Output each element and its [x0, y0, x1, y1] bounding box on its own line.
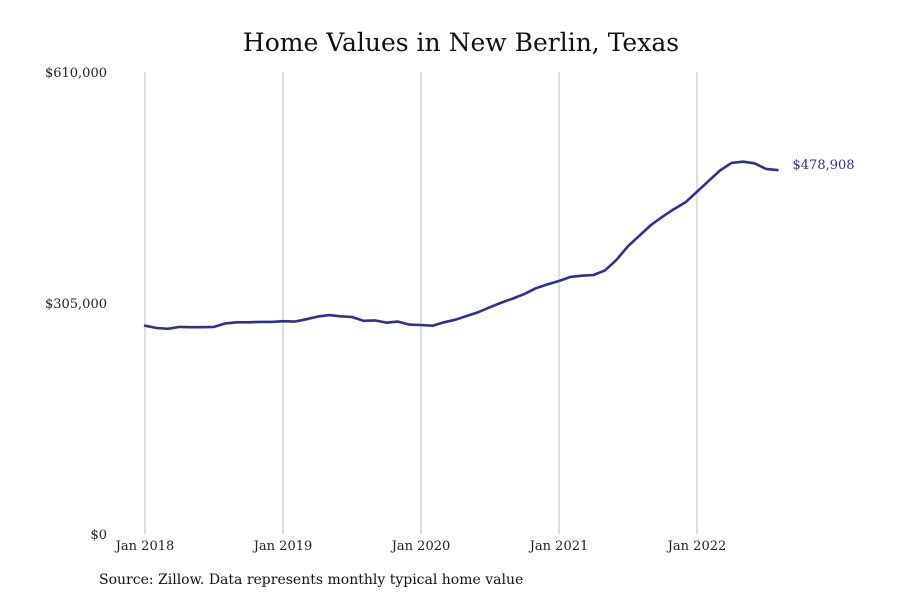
- x-tick-label: Jan 2021: [528, 539, 589, 554]
- y-axis-ticks: $0 $305,000 $610,000: [45, 66, 107, 543]
- x-tick-label: Jan 2020: [390, 539, 451, 554]
- series-layer: [143, 160, 779, 331]
- series-line: [143, 160, 779, 331]
- end-value-label: $478,908: [793, 158, 855, 173]
- end-label-layer: $478,908: [793, 158, 855, 173]
- x-tick-label: Jan 2022: [666, 539, 727, 554]
- chart-title: Home Values in New Berlin, Texas: [242, 28, 680, 57]
- source-note: Source: Zillow. Data represents monthly …: [99, 572, 524, 588]
- y-tick-label: $305,000: [45, 297, 107, 312]
- x-axis-ticks: Jan 2018 Jan 2019 Jan 2020 Jan 2021 Jan 2022: [114, 539, 727, 554]
- x-tick-label: Jan 2018: [114, 539, 175, 554]
- x-tick-label: Jan 2019: [252, 539, 313, 554]
- y-tick-label: $0: [90, 528, 107, 543]
- gridlines: [144, 72, 698, 534]
- y-tick-label: $610,000: [45, 66, 107, 81]
